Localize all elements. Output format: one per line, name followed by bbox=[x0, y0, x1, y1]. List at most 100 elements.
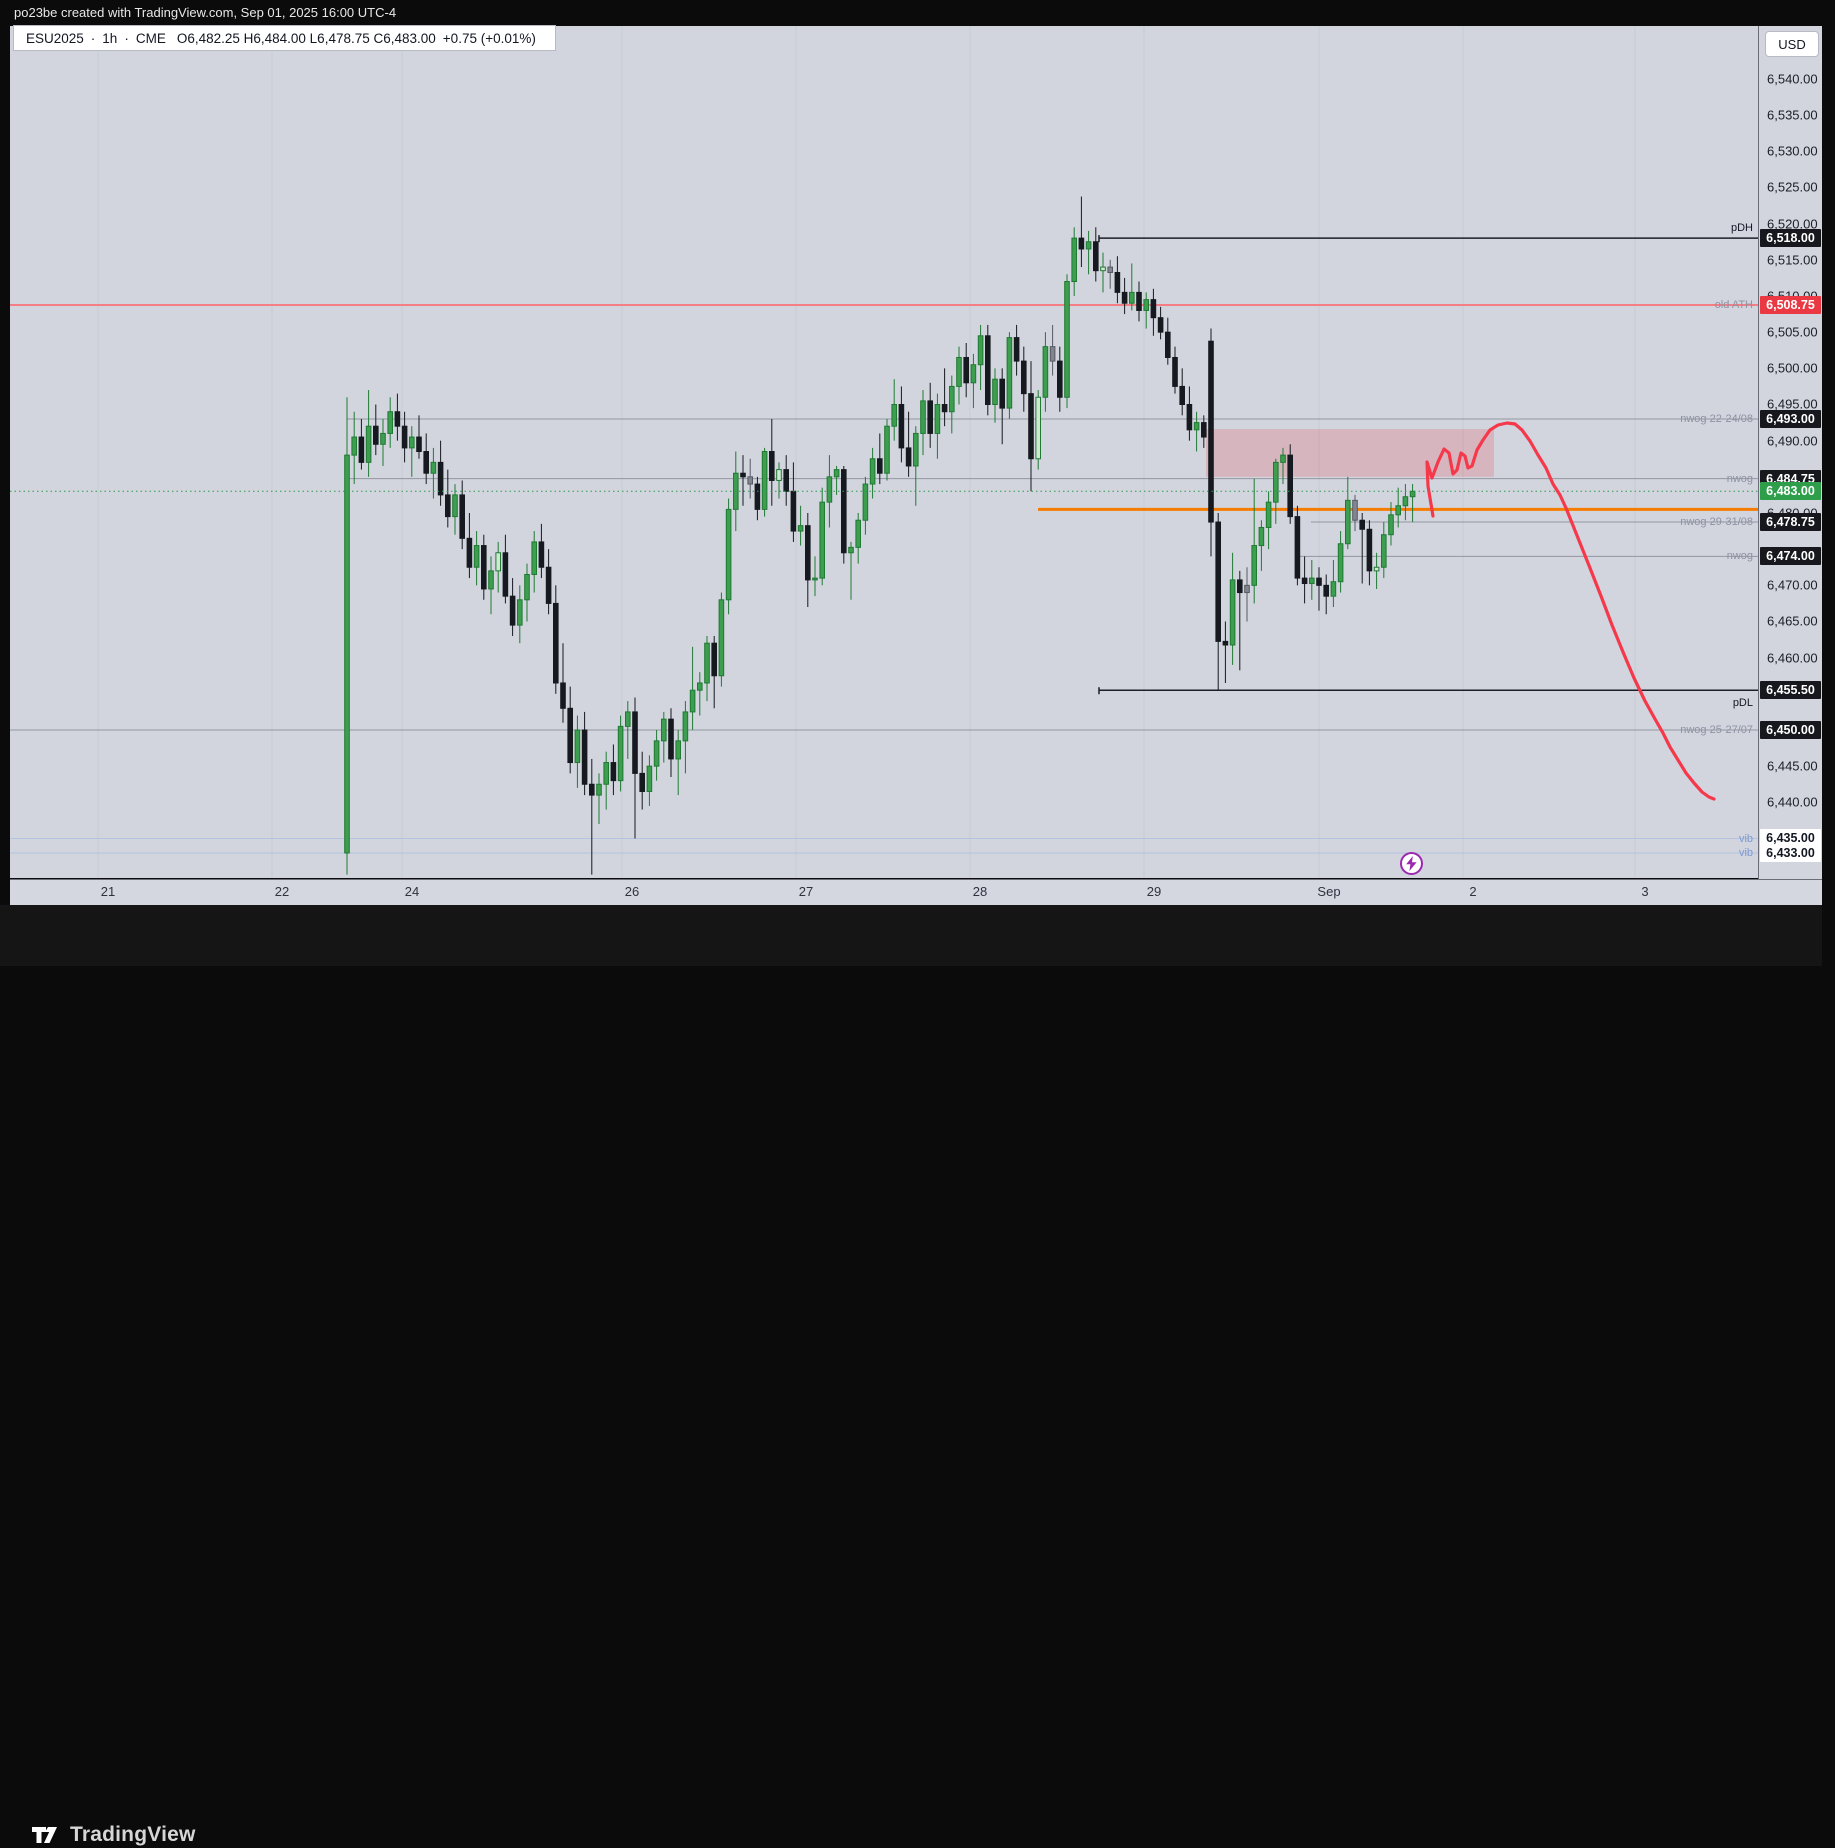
candle bbox=[913, 432, 919, 467]
level-name-label: nwog 29-31/08 bbox=[1680, 516, 1753, 528]
candle bbox=[855, 519, 862, 548]
candle bbox=[783, 469, 790, 492]
time-axis[interactable]: 21 22 24 26 27 28 29 Sep 2 3 bbox=[10, 879, 1822, 906]
tradingview-logo[interactable]: TradingView bbox=[31, 1822, 196, 1848]
freehand-projection-drawing[interactable] bbox=[1425, 421, 1716, 801]
level-name-label: nwog 22-24/08 bbox=[1680, 413, 1753, 425]
candle bbox=[661, 718, 667, 742]
candle bbox=[1186, 403, 1193, 431]
candle bbox=[380, 432, 386, 445]
candle bbox=[949, 385, 955, 413]
supply-zone-box[interactable] bbox=[1206, 429, 1494, 477]
candle bbox=[920, 400, 926, 434]
right-margin bbox=[1822, 0, 1835, 966]
symbol-legend[interactable]: ESU2025 · 1h · CME O6,482.25 H6,484.00 L… bbox=[13, 25, 556, 51]
candle bbox=[1129, 291, 1135, 304]
price-tick-label: 6,495.00 bbox=[1767, 396, 1818, 412]
time-tick-label: 28 bbox=[972, 884, 988, 899]
price-tick-label: 6,530.00 bbox=[1767, 143, 1818, 159]
currency-button[interactable]: USD bbox=[1765, 31, 1819, 57]
level-name-label: nwog bbox=[1726, 473, 1753, 485]
candle bbox=[985, 335, 991, 405]
time-tick-label: 22 bbox=[274, 884, 290, 899]
candle bbox=[668, 718, 674, 760]
candle bbox=[1388, 514, 1394, 536]
candle bbox=[970, 364, 977, 384]
footer-bar: TradingView bbox=[0, 905, 1835, 1846]
candle bbox=[1265, 501, 1272, 528]
candle bbox=[697, 682, 703, 691]
price-tick-label: 6,520.00 bbox=[1767, 216, 1818, 232]
price-tick-label: 6,540.00 bbox=[1767, 71, 1818, 87]
exchange-label: CME bbox=[135, 30, 166, 46]
candle bbox=[1373, 566, 1380, 572]
candle bbox=[639, 772, 646, 792]
candle bbox=[819, 501, 826, 579]
candle bbox=[898, 403, 905, 449]
interval-label[interactable]: 1h bbox=[102, 30, 118, 46]
time-tick-label: 3 bbox=[1641, 884, 1649, 899]
price-level-badge: 6,483.00 bbox=[1760, 482, 1821, 501]
candle bbox=[581, 729, 588, 785]
candle bbox=[1359, 519, 1366, 530]
candle bbox=[653, 740, 660, 767]
level-name-label: vib bbox=[1738, 833, 1753, 845]
candle bbox=[1013, 337, 1020, 362]
candle bbox=[1208, 340, 1214, 523]
candle bbox=[747, 476, 754, 485]
price-level-badge: 6,433.00 bbox=[1760, 843, 1821, 862]
candle bbox=[826, 476, 833, 503]
candle bbox=[725, 508, 732, 601]
candle bbox=[1150, 299, 1157, 319]
candle bbox=[488, 570, 494, 590]
candle bbox=[409, 436, 415, 449]
candle bbox=[1006, 337, 1013, 409]
candle bbox=[1215, 521, 1222, 642]
candle bbox=[351, 436, 357, 456]
candle bbox=[589, 783, 595, 796]
price-tick-label: 6,470.00 bbox=[1767, 577, 1818, 593]
candle bbox=[1381, 534, 1387, 568]
price-tick-label: 6,500.00 bbox=[1767, 360, 1818, 376]
candlestick-chart[interactable] bbox=[10, 26, 1758, 878]
candle bbox=[905, 447, 912, 467]
candle bbox=[718, 599, 725, 677]
candle bbox=[999, 378, 1006, 409]
candle bbox=[805, 525, 811, 581]
price-tick-label: 6,465.00 bbox=[1767, 613, 1818, 629]
price-level-badge: 6,450.00 bbox=[1760, 720, 1821, 739]
candle bbox=[466, 537, 473, 568]
candle bbox=[1330, 581, 1337, 597]
candle bbox=[495, 552, 501, 572]
candle bbox=[754, 483, 761, 510]
price-axis[interactable]: USD 6,540.00 6,535.00 6,530.00 6,525.00 6,52… bbox=[1758, 26, 1823, 879]
candle bbox=[610, 762, 617, 782]
price-tick-label: 6,505.00 bbox=[1767, 324, 1818, 340]
candle bbox=[481, 545, 487, 590]
time-tick-label: 26 bbox=[624, 884, 640, 899]
candle bbox=[430, 461, 437, 474]
candle bbox=[740, 472, 746, 478]
chart-canvas[interactable] bbox=[10, 26, 1758, 878]
candle bbox=[394, 411, 401, 427]
candle bbox=[927, 400, 934, 434]
candle bbox=[617, 725, 624, 782]
candle bbox=[1028, 393, 1034, 460]
level-name-label: old ATH bbox=[1714, 299, 1753, 311]
candle bbox=[1093, 241, 1099, 272]
candle bbox=[524, 573, 530, 601]
lightning-bolt-icon bbox=[1406, 856, 1417, 871]
level-name-label: pDL bbox=[1732, 697, 1753, 709]
candle bbox=[344, 454, 350, 854]
candle bbox=[1409, 490, 1416, 498]
candle bbox=[761, 451, 768, 510]
candle bbox=[509, 595, 516, 626]
candle bbox=[646, 765, 653, 792]
candle bbox=[963, 356, 970, 384]
bolt-button[interactable] bbox=[1400, 852, 1423, 875]
candle bbox=[1402, 496, 1409, 507]
candle bbox=[956, 356, 962, 387]
candle bbox=[1035, 396, 1042, 460]
change-value: +0.75 (+0.01%) bbox=[442, 30, 536, 46]
